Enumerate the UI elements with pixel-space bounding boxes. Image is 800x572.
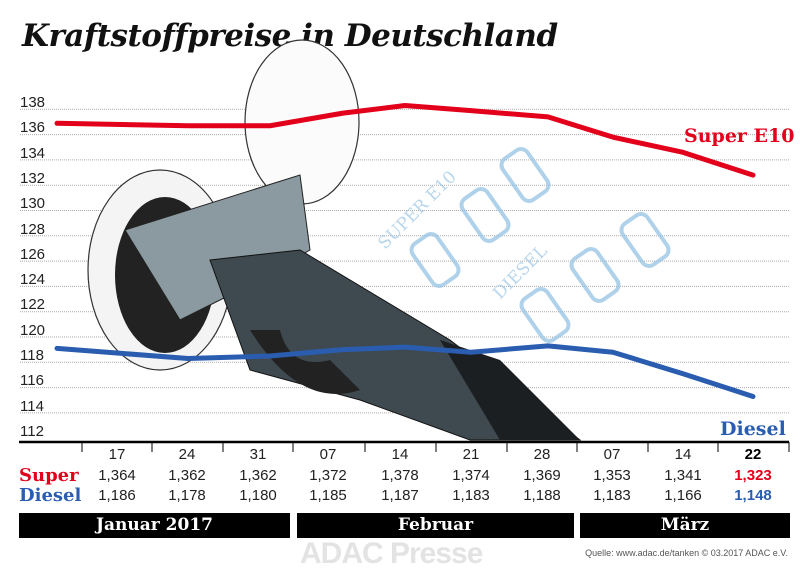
cell-super-price: 1,323 [734,467,772,484]
cell-date: 17 [108,446,126,463]
y-tick-label: 128 [20,220,46,238]
digit-segment [409,232,461,288]
cell-date: 24 [178,446,196,463]
watermark: ADAC Presse [300,537,483,570]
month-maerz: März [580,513,790,538]
cell-diesel-price: 1,178 [168,487,206,504]
y-tick-label: 122 [20,296,46,314]
cell-date: 28 [533,446,551,463]
y-tick-label: 132 [20,169,46,187]
cell-date: 14 [674,446,692,463]
cell-super-price: 1,353 [593,467,631,484]
y-tick-label: 136 [20,119,46,137]
digit-segment [459,187,511,243]
y-tick-label: 120 [20,321,46,339]
cell-diesel-price: 1,183 [593,487,631,504]
cell-super-price: 1,378 [381,467,419,484]
cell-super-price: 1,341 [664,467,702,484]
nozzle-trigger [250,330,360,394]
y-tick-label: 112 [20,422,44,440]
cell-super-price: 1,372 [309,467,347,484]
y-tick-label: 116 [20,372,44,390]
cell-super-price: 1,362 [239,467,277,484]
y-tick-label: 138 [20,94,46,111]
digit-segment [619,212,671,268]
cell-diesel-price: 1,183 [452,487,490,504]
cell-date: 14 [391,446,409,463]
cell-date: 21 [462,446,480,463]
cell-diesel-price: 1,180 [239,487,277,504]
cell-date: 31 [249,446,267,463]
cell-date: 07 [603,446,621,463]
digit-segment [499,147,551,203]
fuel-nozzle-illustration: SUPER E10 DIESEL [87,39,671,441]
hose [440,340,580,440]
cell-date: 22 [744,446,762,463]
cell-diesel-price: 1,166 [664,487,702,504]
legend-super-e10: Super E10 [684,125,795,147]
series-lines [54,103,756,399]
row-label-diesel: Diesel [19,485,82,506]
month-januar: Januar 2017 [19,513,290,538]
cell-diesel-price: 1,148 [734,487,772,504]
series-line-diesel [54,343,756,399]
digit-segment [519,287,571,343]
source-note: Quelle: www.adac.de/tanken © 03.2017 ADA… [585,548,788,558]
cell-diesel-price: 1,187 [381,487,419,504]
cell-diesel-price: 1,186 [98,487,136,504]
cell-diesel-price: 1,188 [523,487,561,504]
cell-super-price: 1,364 [98,467,136,484]
illustration-text-diesel: DIESEL [489,241,551,303]
y-tick-label: 134 [20,144,46,162]
series-line-super-e10 [54,103,756,178]
row-label-super: Super [19,465,79,486]
digit-segment [569,247,621,303]
month-februar: Februar [297,513,574,538]
cell-diesel-price: 1,185 [309,487,347,504]
y-tick-label: 126 [20,245,46,263]
cell-super-price: 1,362 [168,467,206,484]
y-tick-label: 130 [20,195,46,213]
cell-super-price: 1,374 [452,467,490,484]
table-grid [19,440,790,452]
y-tick-label: 124 [20,271,46,289]
y-tick-label: 114 [20,397,44,415]
legend-diesel: Diesel [720,418,786,440]
cell-date: 07 [319,446,337,463]
cell-super-price: 1,369 [523,467,561,484]
y-tick-label: 118 [20,347,44,364]
